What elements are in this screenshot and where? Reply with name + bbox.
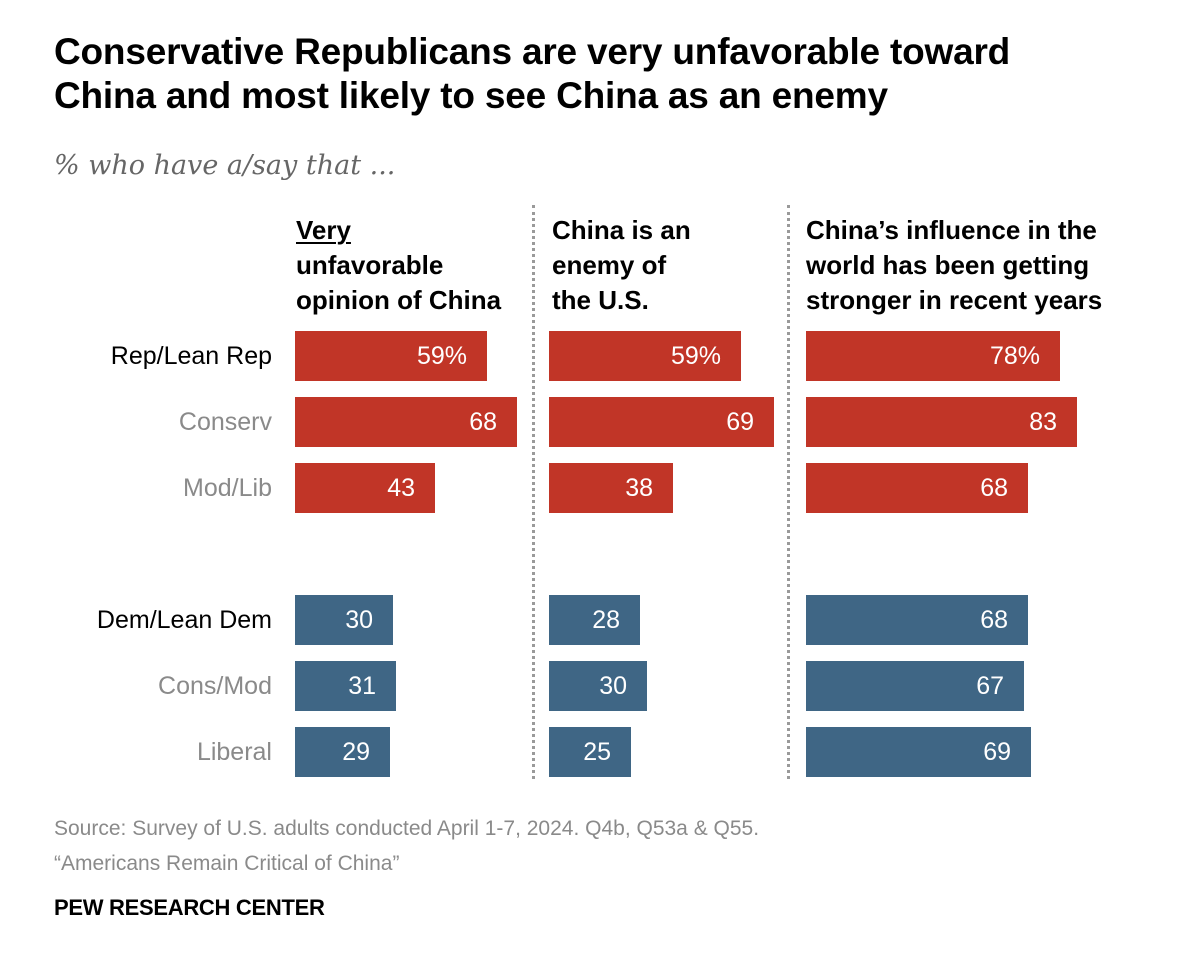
- bar-value-label: 59%: [670, 342, 721, 370]
- chart-title: Conservative Republicans are very unfavo…: [54, 30, 1174, 118]
- bar-dem-panel3-row5: [806, 661, 1024, 711]
- bar-rep-panel2-row3: [549, 463, 673, 513]
- bar-dem-panel3-row6: [806, 727, 1031, 777]
- bar-value-label: 30: [599, 672, 627, 700]
- source-note: Source: Survey of U.S. adults conducted …: [54, 811, 759, 881]
- bar-value-label: 68: [469, 408, 497, 436]
- bar-rep-panel1-row1: [295, 331, 487, 381]
- bar-value-label: 68: [980, 606, 1008, 634]
- panel-header-line: enemy of: [552, 250, 667, 280]
- panel-header-line: the U.S.: [552, 285, 649, 315]
- bar-dem-panel2-row4: [549, 595, 640, 645]
- row-label-rep-lean-rep: Rep/Lean Rep: [110, 342, 272, 370]
- panel-header-very-unfavorable: Very unfavorable opinion of China: [296, 213, 501, 318]
- bar-value-label: 78%: [989, 342, 1040, 370]
- chart-title-line-2: China and most likely to see China as an…: [54, 75, 888, 116]
- bar-dem-panel3-row4: [806, 595, 1028, 645]
- bar-value-label: 69: [726, 408, 754, 436]
- row-label-conserv: Conserv: [178, 408, 272, 436]
- source-line-1: Source: Survey of U.S. adults conducted …: [54, 817, 760, 840]
- bar-value-label: 29: [342, 738, 370, 766]
- panel-divider: [787, 205, 790, 779]
- row-label-mod-lib: Mod/Lib: [183, 474, 272, 502]
- panel-header-line: Very: [296, 215, 351, 245]
- bar-value-label: 28: [592, 606, 620, 634]
- bar-value-label: 31: [348, 672, 376, 700]
- source-line-2: “Americans Remain Critical of China”: [54, 852, 400, 875]
- bar-value-label: 59%: [416, 342, 467, 370]
- brand-logo-text: PEW RESEARCH CENTER: [54, 895, 325, 920]
- bar-rep-panel3-row1: [806, 331, 1060, 381]
- row-label-liberal: Liberal: [196, 738, 272, 766]
- bar-value-label: 25: [583, 738, 611, 766]
- panel-header-influence: China’s influence in the world has been …: [806, 213, 1102, 318]
- panel-header-line: China is an: [552, 215, 691, 245]
- bar-value-label: 30: [345, 606, 373, 634]
- row-label-dem-lean-dem: Dem/Lean Dem: [96, 606, 272, 634]
- chart-title-line-1: Conservative Republicans are very unfavo…: [54, 31, 1011, 72]
- panel-header-line: unfavorable: [296, 250, 444, 280]
- bar-dem-panel2-row6: [549, 727, 631, 777]
- bar-dem-panel1-row6: [295, 727, 390, 777]
- panel-header-line: China’s influence in the: [806, 215, 1097, 245]
- bar-rep-panel1-row2: [295, 397, 517, 447]
- panel-header-enemy: China is an enemy of the U.S.: [552, 213, 691, 318]
- bar-rep-panel1-row3: [295, 463, 435, 513]
- panel-divider: [532, 205, 535, 779]
- bar-value-label: 38: [625, 474, 653, 502]
- row-label-cons-mod: Cons/Mod: [158, 672, 272, 700]
- bar-dem-panel2-row5: [549, 661, 647, 711]
- bar-value-label: 67: [976, 672, 1004, 700]
- bar-value-label: 43: [387, 474, 415, 502]
- panel-header-line: opinion of China: [296, 285, 502, 315]
- bar-rep-panel2-row2: [549, 397, 774, 447]
- panel-header-line: world has been getting: [806, 250, 1090, 280]
- panel-header-line: stronger in recent years: [806, 285, 1103, 315]
- chart-subtitle: % who have a/say that ...: [54, 150, 396, 181]
- bar-value-label: 69: [983, 738, 1011, 766]
- bar-dem-panel1-row4: [295, 595, 393, 645]
- bar-dem-panel1-row5: [295, 661, 396, 711]
- bar-rep-panel3-row2: [806, 397, 1077, 447]
- bar-value-label: 68: [980, 474, 1008, 502]
- bar-value-label: 83: [1029, 408, 1057, 436]
- bar-rep-panel2-row1: [549, 331, 741, 381]
- bar-rep-panel3-row3: [806, 463, 1028, 513]
